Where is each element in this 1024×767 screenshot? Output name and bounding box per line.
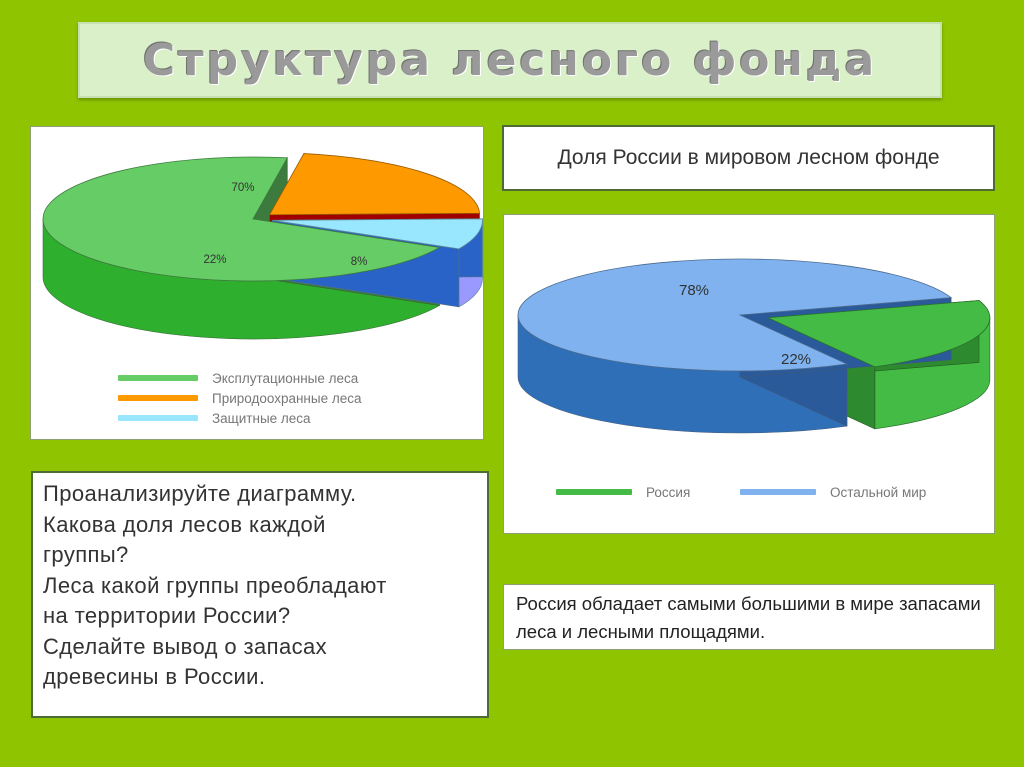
question-line: Какова доля лесов каждой xyxy=(43,511,326,537)
world-share-chart-panel: 22% 78% Россия Остальной мир xyxy=(503,214,995,534)
question-line: Сделайте вывод о запасах xyxy=(43,633,328,659)
forest-structure-pie-chart: 70% 22% 8% Эксплутационные леса Природоохран… xyxy=(42,152,483,426)
forest-slice-top xyxy=(268,153,480,216)
question-line: Леса какой группы преобладают xyxy=(43,572,387,598)
question-line: группы? xyxy=(43,542,129,567)
forest-legend-swatch xyxy=(118,395,198,401)
world-legend-swatch xyxy=(556,489,632,495)
question-line: на территории России? xyxy=(43,603,291,628)
world-slice-top xyxy=(766,300,991,368)
conclusion-text: Россия обладает самыми большими в мире з… xyxy=(516,593,981,642)
forest-structure-chart-panel: 70% 22% 8% Эксплутационные леса Природоохран… xyxy=(30,126,484,440)
forest-legend-label: Эксплутационные леса xyxy=(212,371,359,386)
world-share-heading: Доля России в мировом лесном фонде xyxy=(557,146,940,169)
world-value-label: 22% xyxy=(781,351,811,368)
questions-list: Проанализируйте диаграмму. Какова доля л… xyxy=(43,479,477,693)
conclusion-box: Россия обладает самыми большими в мире з… xyxy=(503,584,995,650)
world-share-pie-chart: 22% 78% Россия Остальной мир xyxy=(517,258,991,500)
world-slice-top xyxy=(517,258,953,372)
world-value-label: 78% xyxy=(679,282,709,299)
questions-box: Проанализируйте диаграмму. Какова доля л… xyxy=(31,471,489,718)
forest-legend-swatch xyxy=(118,415,198,421)
world-legend-swatch xyxy=(740,489,816,495)
forest-value-label: 22% xyxy=(203,254,226,266)
title-banner: Структура лесного фонда xyxy=(78,22,942,98)
forest-legend-label: Природоохранные леса xyxy=(212,391,362,406)
world-legend-label: Остальной мир xyxy=(830,485,926,500)
forest-legend-label: Защитные леса xyxy=(212,411,311,426)
world-legend-label: Россия xyxy=(646,485,690,500)
forest-value-label: 8% xyxy=(351,256,368,268)
forest-slice-top xyxy=(272,218,483,250)
page-title: Структура лесного фонда xyxy=(142,34,878,86)
forest-legend-swatch xyxy=(118,375,198,381)
forest-slice-top xyxy=(42,156,441,282)
question-line: Проанализируйте диаграмму. xyxy=(43,481,357,506)
forest-value-label: 70% xyxy=(231,182,254,194)
world-share-heading-box: Доля России в мировом лесном фонде xyxy=(502,125,995,191)
question-line: древесины в России. xyxy=(43,664,266,689)
